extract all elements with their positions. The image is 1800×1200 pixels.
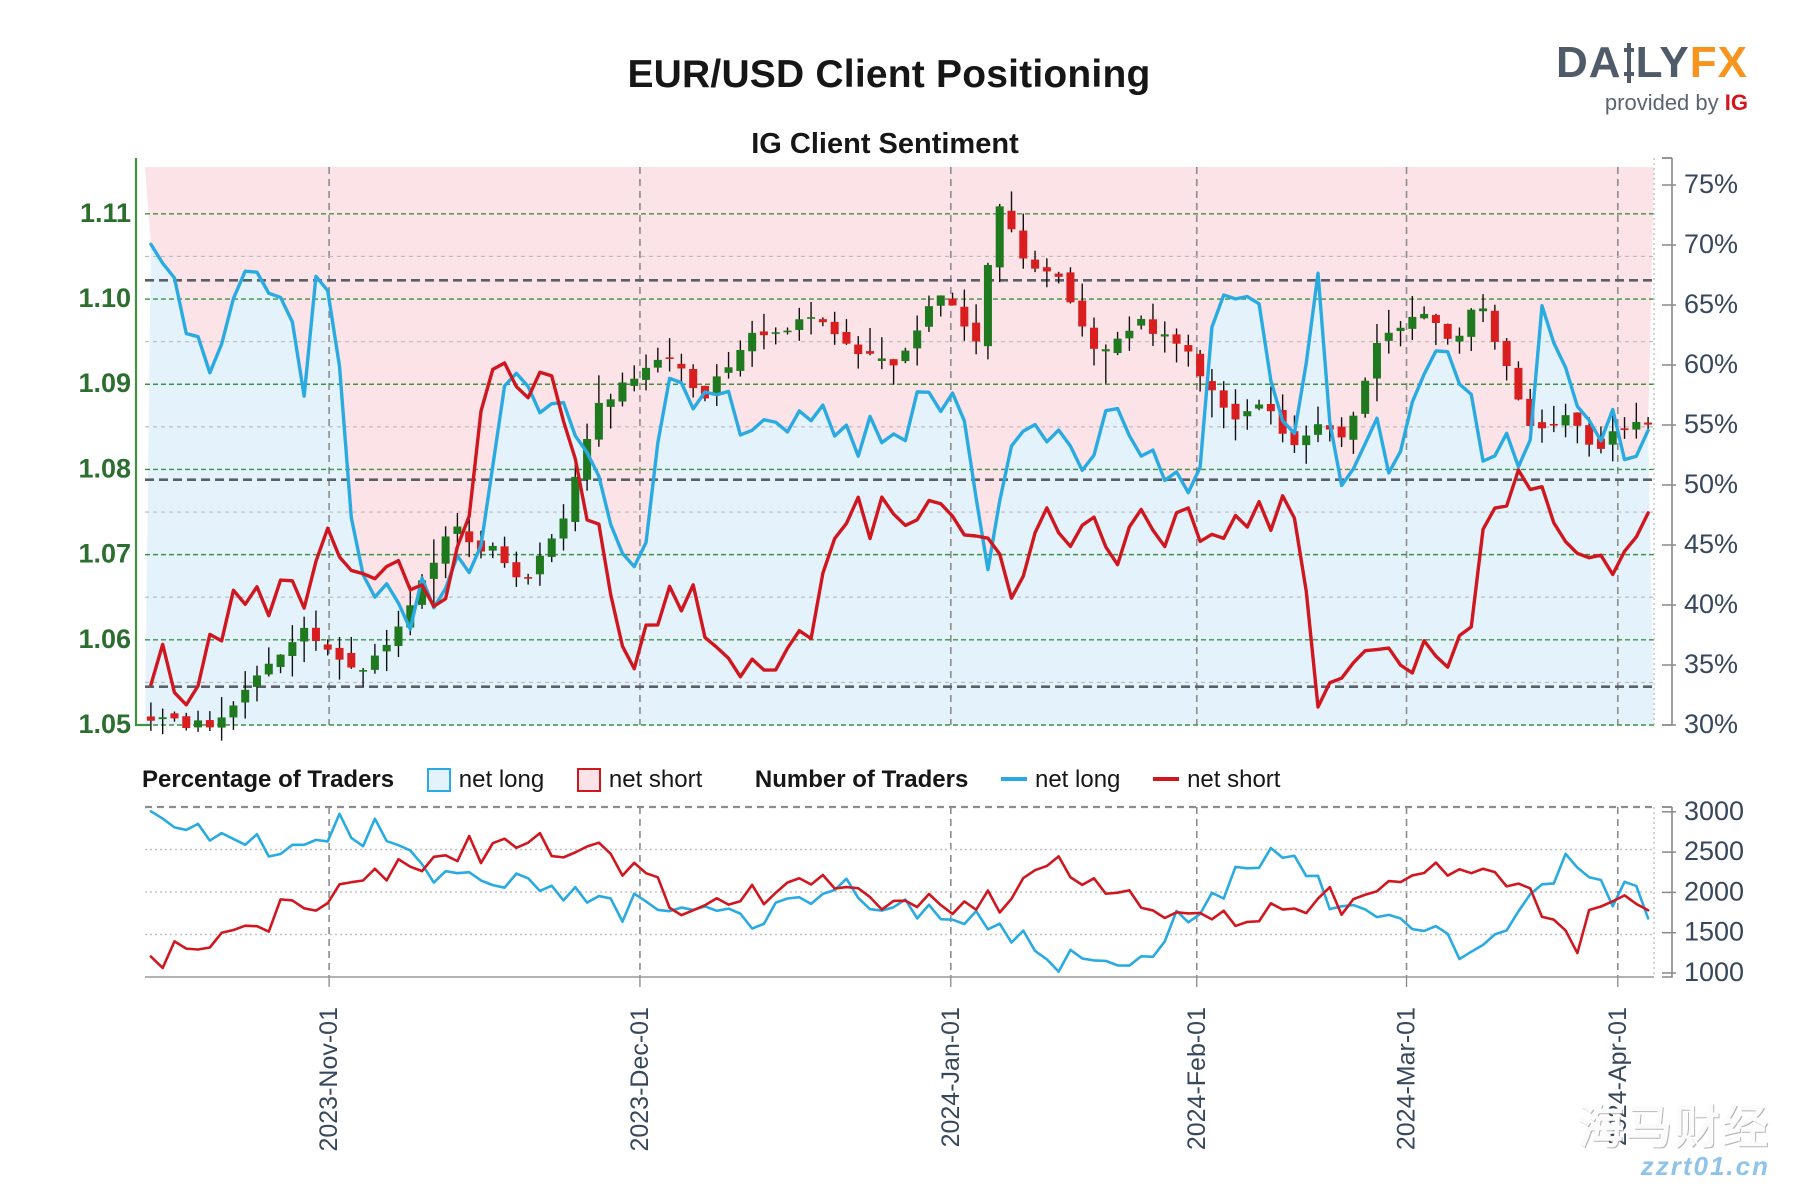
svg-text:70%: 70%: [1684, 229, 1738, 259]
svg-text:55%: 55%: [1684, 409, 1738, 439]
svg-text:40%: 40%: [1684, 589, 1738, 619]
svg-text:1.11: 1.11: [80, 198, 131, 228]
svg-text:45%: 45%: [1684, 529, 1738, 559]
svg-text:1.09: 1.09: [78, 368, 131, 398]
svg-text:1.07: 1.07: [78, 539, 131, 569]
svg-text:2023-Dec-01: 2023-Dec-01: [626, 1007, 654, 1152]
svg-text:2500: 2500: [1684, 836, 1744, 866]
svg-text:1500: 1500: [1684, 917, 1744, 947]
svg-text:30%: 30%: [1684, 709, 1738, 739]
svg-text:35%: 35%: [1684, 649, 1738, 679]
svg-text:2023-Nov-01: 2023-Nov-01: [315, 1007, 343, 1152]
svg-text:1.06: 1.06: [78, 624, 131, 654]
svg-text:75%: 75%: [1684, 169, 1738, 199]
svg-text:2024-Jan-01: 2024-Jan-01: [937, 1007, 965, 1147]
svg-text:1000: 1000: [1684, 957, 1744, 987]
svg-text:1.10: 1.10: [78, 283, 131, 313]
svg-text:60%: 60%: [1684, 349, 1738, 379]
svg-text:1.08: 1.08: [78, 453, 131, 483]
svg-text:1.05: 1.05: [78, 709, 131, 739]
svg-text:2000: 2000: [1684, 876, 1744, 906]
svg-text:2024-Feb-01: 2024-Feb-01: [1183, 1007, 1211, 1150]
svg-text:50%: 50%: [1684, 469, 1738, 499]
svg-text:3000: 3000: [1684, 796, 1744, 826]
svg-text:2024-Mar-01: 2024-Mar-01: [1393, 1007, 1421, 1150]
svg-text:65%: 65%: [1684, 289, 1738, 319]
